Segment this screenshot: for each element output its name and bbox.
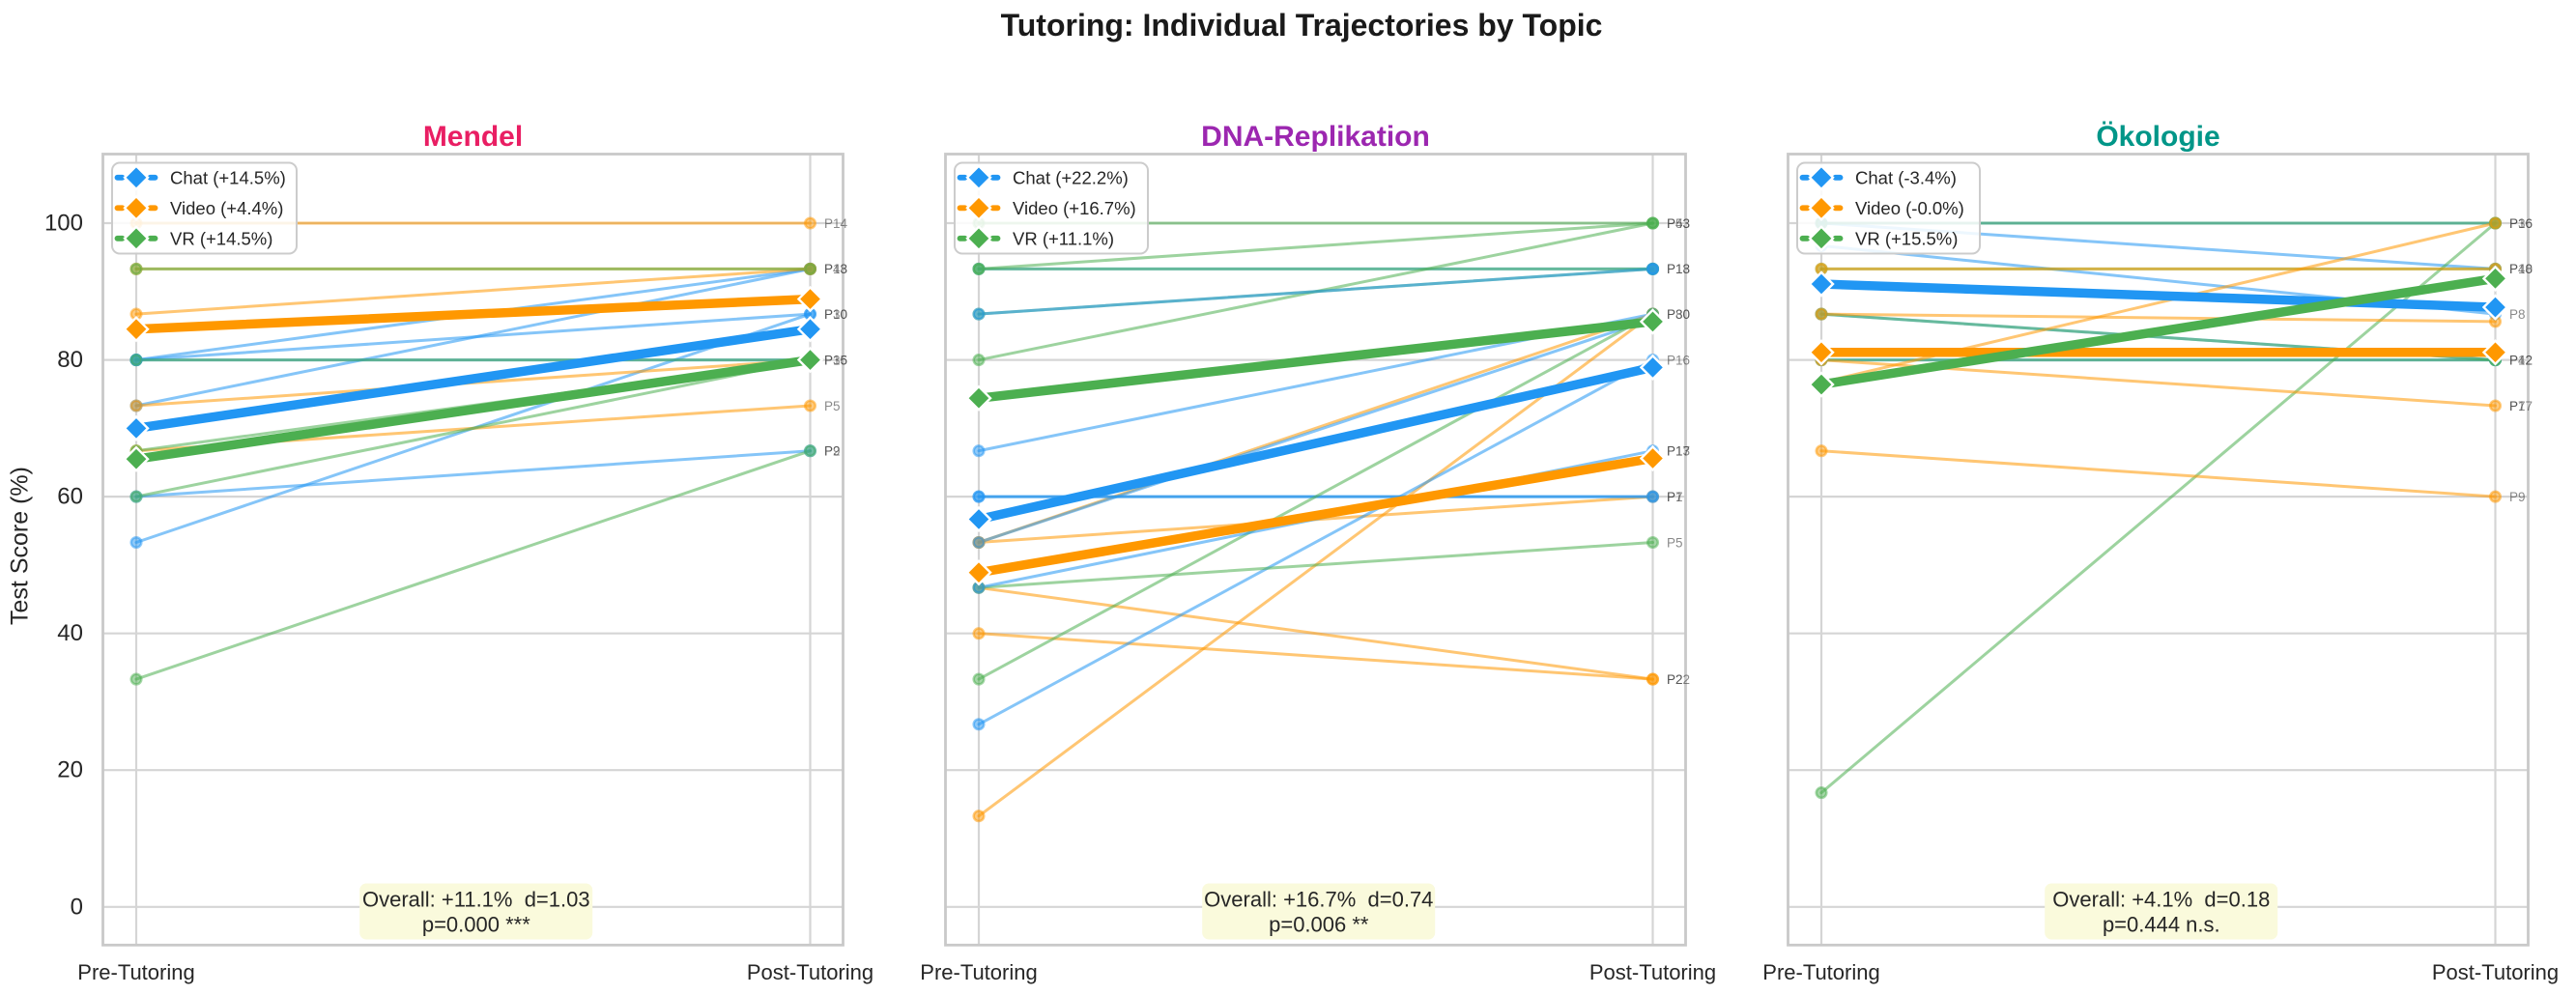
svg-text:Overall: +11.1% d=1.03: Overall: +11.1% d=1.03 xyxy=(362,888,590,912)
svg-text:p=0.006 **: p=0.006 ** xyxy=(1269,913,1369,937)
svg-text:P7: P7 xyxy=(2509,399,2526,413)
svg-text:Chat (+14.5%): Chat (+14.5%) xyxy=(170,167,286,187)
svg-text:P9: P9 xyxy=(2509,490,2526,504)
svg-text:P18: P18 xyxy=(824,262,847,276)
svg-text:Chat (+22.2%): Chat (+22.2%) xyxy=(1013,167,1129,187)
svg-text:Pre-Tutoring: Pre-Tutoring xyxy=(920,960,1037,984)
svg-text:Test Score (%): Test Score (%) xyxy=(7,467,34,625)
svg-text:p=0.444 n.s.: p=0.444 n.s. xyxy=(2103,913,2220,937)
svg-text:Video (-0.0%): Video (-0.0%) xyxy=(1855,198,1964,218)
svg-text:Video (+4.4%): Video (+4.4%) xyxy=(170,198,283,218)
svg-text:P22: P22 xyxy=(1667,672,1690,687)
svg-text:60: 60 xyxy=(57,484,83,510)
svg-text:P9: P9 xyxy=(824,444,841,459)
svg-text:P36: P36 xyxy=(2509,216,2533,231)
svg-text:80: 80 xyxy=(57,347,83,373)
svg-text:P7: P7 xyxy=(1667,490,1683,504)
svg-text:P18: P18 xyxy=(2509,262,2533,276)
svg-text:VR (+11.1%): VR (+11.1%) xyxy=(1013,228,1114,248)
svg-text:40: 40 xyxy=(57,620,83,646)
svg-text:Pre-Tutoring: Pre-Tutoring xyxy=(77,960,194,984)
svg-text:Overall: +16.7% d=0.74: Overall: +16.7% d=0.74 xyxy=(1204,888,1433,912)
svg-text:P43: P43 xyxy=(824,262,847,276)
svg-text:P10: P10 xyxy=(824,307,847,322)
svg-text:P18: P18 xyxy=(1667,262,1690,276)
svg-text:Tutoring: Individual Trajector: Tutoring: Individual Trajectories by Top… xyxy=(1001,8,1603,43)
svg-text:DNA-Replikation: DNA-Replikation xyxy=(1201,121,1430,153)
svg-text:P5: P5 xyxy=(1667,535,1683,550)
svg-text:VR (+15.5%): VR (+15.5%) xyxy=(1855,228,1958,248)
svg-text:Ökologie: Ökologie xyxy=(2096,121,2219,153)
svg-text:P13: P13 xyxy=(1667,444,1690,459)
svg-text:Pre-Tutoring: Pre-Tutoring xyxy=(1762,960,1879,984)
svg-text:Post-Tutoring: Post-Tutoring xyxy=(2432,960,2559,984)
svg-text:P36: P36 xyxy=(824,353,847,367)
svg-text:P53: P53 xyxy=(1667,216,1690,231)
svg-text:P40: P40 xyxy=(2509,262,2533,276)
svg-text:P1: P1 xyxy=(1667,490,1683,504)
svg-text:Video (+16.7%): Video (+16.7%) xyxy=(1013,198,1136,218)
svg-text:P5: P5 xyxy=(824,399,841,413)
svg-text:P2: P2 xyxy=(824,444,841,459)
svg-text:P30: P30 xyxy=(824,307,847,322)
svg-text:P43: P43 xyxy=(1667,216,1690,231)
svg-text:VR (+14.5%): VR (+14.5%) xyxy=(170,228,272,248)
svg-text:P8: P8 xyxy=(2509,307,2526,322)
svg-text:Post-Tutoring: Post-Tutoring xyxy=(747,960,873,984)
svg-text:Overall: +4.1% d=0.18: Overall: +4.1% d=0.18 xyxy=(2052,888,2270,912)
svg-text:P17: P17 xyxy=(1667,444,1690,459)
svg-text:P16: P16 xyxy=(1667,353,1690,367)
svg-text:P42: P42 xyxy=(2509,353,2533,367)
svg-text:P13: P13 xyxy=(1667,262,1690,276)
svg-text:P80: P80 xyxy=(1667,307,1690,322)
svg-text:P15: P15 xyxy=(824,353,847,367)
svg-text:Mendel: Mendel xyxy=(423,121,523,153)
svg-text:P14: P14 xyxy=(824,216,848,231)
svg-text:P16: P16 xyxy=(2509,216,2533,231)
svg-text:Post-Tutoring: Post-Tutoring xyxy=(1589,960,1716,984)
svg-text:100: 100 xyxy=(44,211,83,237)
svg-text:p=0.000 ***: p=0.000 *** xyxy=(422,913,530,937)
svg-text:P17: P17 xyxy=(2509,399,2533,413)
svg-text:P12: P12 xyxy=(2509,353,2533,367)
svg-text:0: 0 xyxy=(71,894,83,920)
svg-text:P30: P30 xyxy=(1667,307,1690,322)
svg-text:Chat (-3.4%): Chat (-3.4%) xyxy=(1855,167,1957,187)
svg-text:20: 20 xyxy=(57,757,83,783)
svg-text:P2: P2 xyxy=(1667,672,1683,687)
